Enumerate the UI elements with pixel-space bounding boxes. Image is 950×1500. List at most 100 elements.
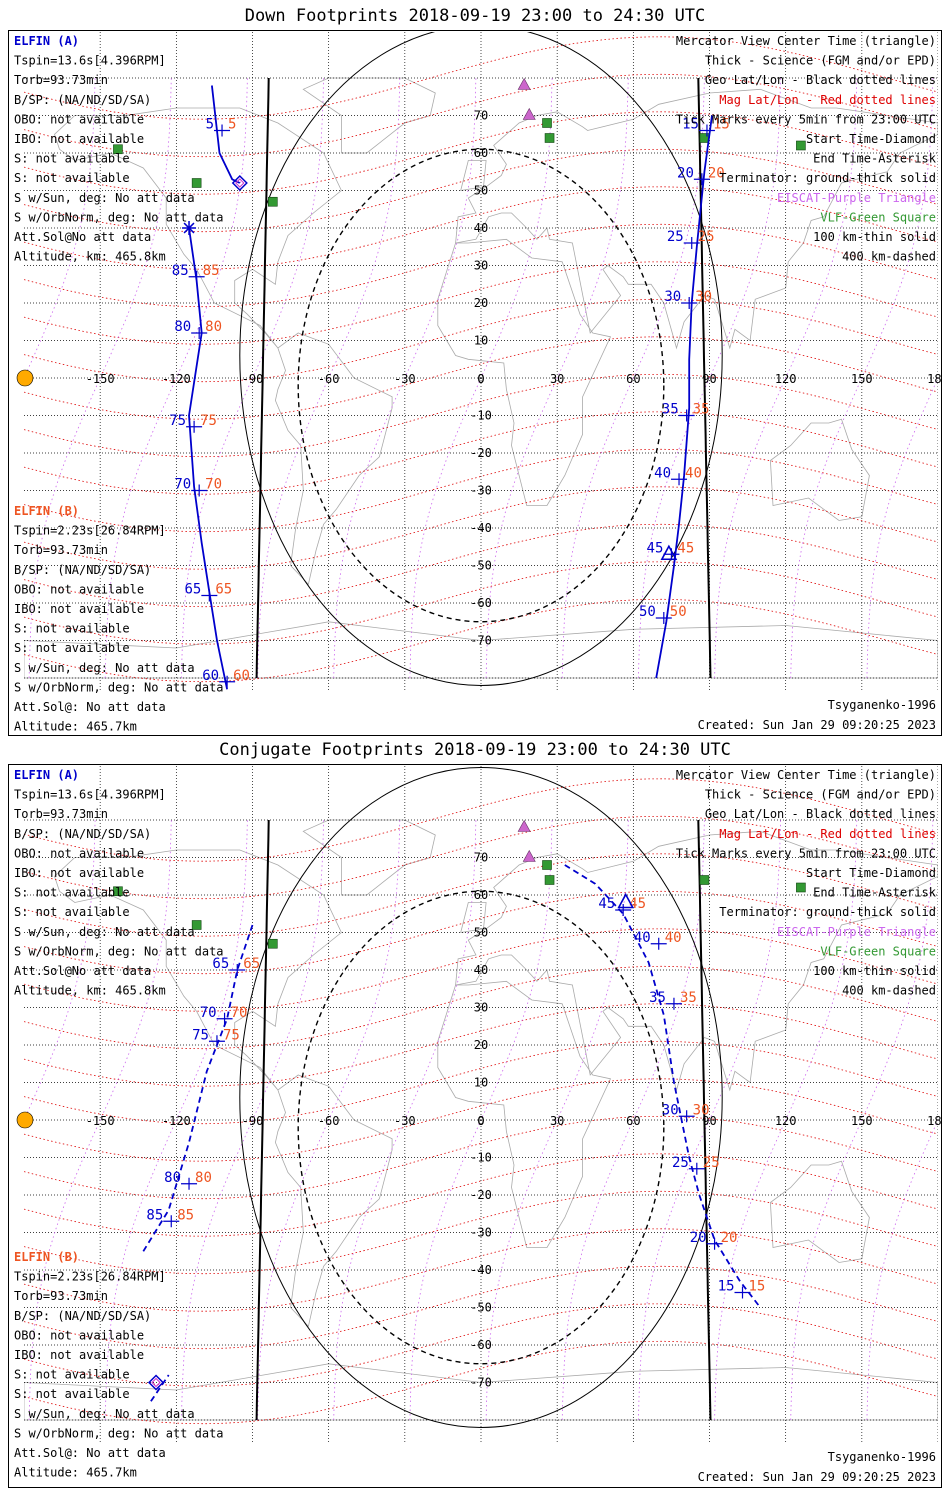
x-tick-label: 60 [626,1114,640,1128]
tick-label-a: 80 [164,1170,181,1186]
elfin-b-info: Altitude: 465.7km [14,720,137,734]
y-tick-label: 50 [474,926,488,940]
vlf-square-icon [542,118,552,128]
elfin-b-info: S w/OrbNorm, deg: No att data [14,680,224,694]
legend-text: Mag Lat/Lon - Red dotted lines [719,827,936,841]
tick-label-a: 20 [690,1230,707,1246]
terminator-line [697,77,712,679]
x-tick-label: 0 [477,372,484,386]
elfin-b-info: S w/Sun, deg: No att data [14,661,195,675]
y-tick-label: -70 [470,634,492,648]
mag-meridian [485,77,629,679]
elfin-a-info: Att.Sol@No att data [14,964,151,978]
vlf-square-icon [542,860,552,870]
mag-meridian [790,819,934,1421]
y-tick-label: -40 [470,521,492,535]
elfin-b-info: B/SP: (NA/ND/SD/SA) [14,1309,151,1323]
terminator-line [255,77,270,679]
elfin-a-info: IBO: not available [14,866,144,880]
mag-meridian [638,819,781,1421]
eiscat-triangle-icon [522,107,536,120]
mag-meridian [257,77,401,679]
y-tick-label: 30 [474,1001,488,1015]
legend-text: 400 km-dashed [842,250,936,264]
land-outline [460,902,487,933]
elfin-a-info: ELFIN (A) [14,34,79,48]
tick-label-b: 30 [693,1102,710,1118]
mag-meridian [24,77,96,379]
legend-text: Thick - Science (FGM and/or EPD) [705,54,936,68]
x-tick-label: -30 [394,372,416,386]
tick-label-a: 15 [682,117,699,133]
tick-label-b: 15 [749,1279,766,1295]
legend-text: Tick Marks every 5min from 23:00 UTC [676,112,936,126]
elfin-a-info: OBO: not available [14,846,144,860]
legend-text: Thick - Science (FGM and/or EPD) [705,788,936,802]
tick-label-a: 70 [200,1005,217,1021]
mag-meridian [333,77,477,679]
elfin-a-info: IBO: not available [14,132,144,146]
elfin-b-info: OBO: not available [14,582,144,596]
land-outline [274,1074,393,1328]
elfin-a-info: S: not available [14,171,130,185]
elfin-a-info: B/SP: (NA/ND/SD/SA) [14,827,151,841]
x-tick-label: -120 [162,1114,191,1128]
tick-label-a: 85 [146,1207,163,1223]
elfin-a-info: Att.Sol@No att data [14,230,151,244]
terminator-line [255,819,270,1421]
end-asterisk-icon [183,222,195,234]
elfin-b-info: Att.Sol@: No att data [14,1446,166,1460]
x-tick-label: 30 [550,1114,564,1128]
tick-label-b: 15 [713,117,730,133]
x-tick-label: -150 [86,1114,115,1128]
vlf-square-icon [268,938,278,949]
legend-text: Terminator: ground-thick solid [719,171,936,185]
x-tick-label: 150 [851,1114,873,1128]
circle-400km [297,890,665,1365]
elfin-b-info: Torb=93.73min [14,543,108,557]
elfin-b-info: S: not available [14,622,130,636]
tick-label-b: 80 [195,1170,212,1186]
x-tick-label: -120 [162,372,191,386]
vlf-square-icon [268,196,278,207]
land-outline [455,88,938,350]
vlf-square-icon [796,882,806,893]
legend-text: 400 km-dashed [842,984,936,998]
elfin-a-info: Altitude, km: 465.8km [14,250,166,264]
land-outline [460,160,487,191]
vlf-square-icon [191,178,202,188]
model-label: Tsyganenko-1996 [828,1450,936,1464]
tick-label-b: 35 [693,402,710,418]
elfin-b-info: S: not available [14,1368,130,1382]
tick-label-b: 20 [708,165,725,181]
y-tick-label: -30 [470,484,492,498]
mag-meridian [28,77,172,679]
elfin-b-info: Torb=93.73min [14,1289,108,1303]
vlf-square-icon [191,920,202,930]
legend-text: VLF-Green Square [820,210,936,224]
tick-label-a: 30 [664,289,681,305]
tick-label-a: 45 [647,540,664,556]
elfin-a-info: S: not available [14,152,130,166]
elfin-a-info: S w/Sun, deg: No att data [14,191,195,205]
tick-label-a: 45 [598,896,615,912]
y-tick-label: 50 [474,184,488,198]
elfin-a-info: Torb=93.73min [14,807,108,821]
tick-label-b: 65 [243,956,260,972]
tick-label-b: 40 [685,465,702,481]
tick-label-a: 15 [718,1279,735,1295]
tick-label-a: 40 [634,930,651,946]
y-tick-label: -50 [470,1301,492,1315]
legend-text: End Time-Asterisk [813,152,937,166]
tick-label-b: 80 [205,319,222,335]
mag-meridian [485,819,629,1421]
elfin-a-info: S w/Sun, deg: No att data [14,925,195,939]
sun-icon [16,369,34,387]
mag-meridian [561,819,705,1421]
legend-text: Mercator View Center Time (triangle) [676,768,936,782]
legend-text: EISCAT-Purple Triangle [777,191,936,205]
legend-text: Mag Lat/Lon - Red dotted lines [719,93,936,107]
mag-meridian [24,819,96,1121]
elfin-b-info: OBO: not available [14,1328,144,1342]
